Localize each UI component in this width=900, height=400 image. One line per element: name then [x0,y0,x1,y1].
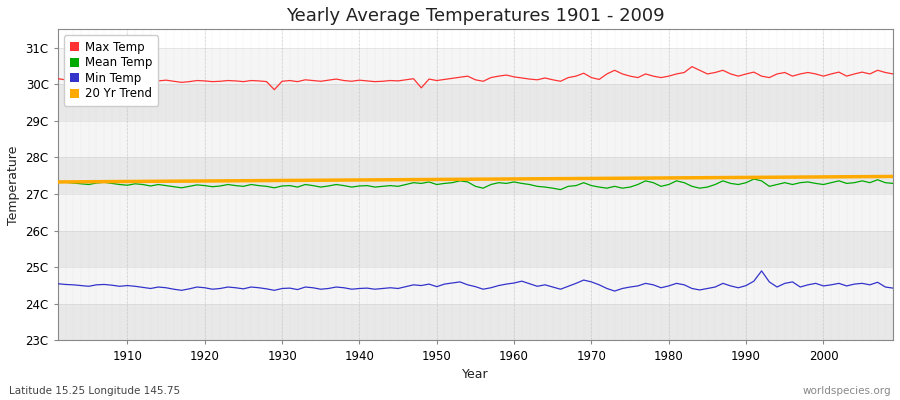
Text: worldspecies.org: worldspecies.org [803,386,891,396]
Bar [58,84,893,121]
X-axis label: Year: Year [462,368,489,381]
Text: Latitude 15.25 Longitude 145.75: Latitude 15.25 Longitude 145.75 [9,386,180,396]
Title: Yearly Average Temperatures 1901 - 2009: Yearly Average Temperatures 1901 - 2009 [286,7,665,25]
Legend: Max Temp, Mean Temp, Min Temp, 20 Yr Trend: Max Temp, Mean Temp, Min Temp, 20 Yr Tre… [64,35,158,106]
Y-axis label: Temperature: Temperature [7,145,20,224]
Bar [58,158,893,194]
Bar [58,304,893,340]
Bar [58,231,893,267]
Bar [58,194,893,231]
Bar [58,121,893,158]
Bar [58,48,893,84]
Bar [58,267,893,304]
